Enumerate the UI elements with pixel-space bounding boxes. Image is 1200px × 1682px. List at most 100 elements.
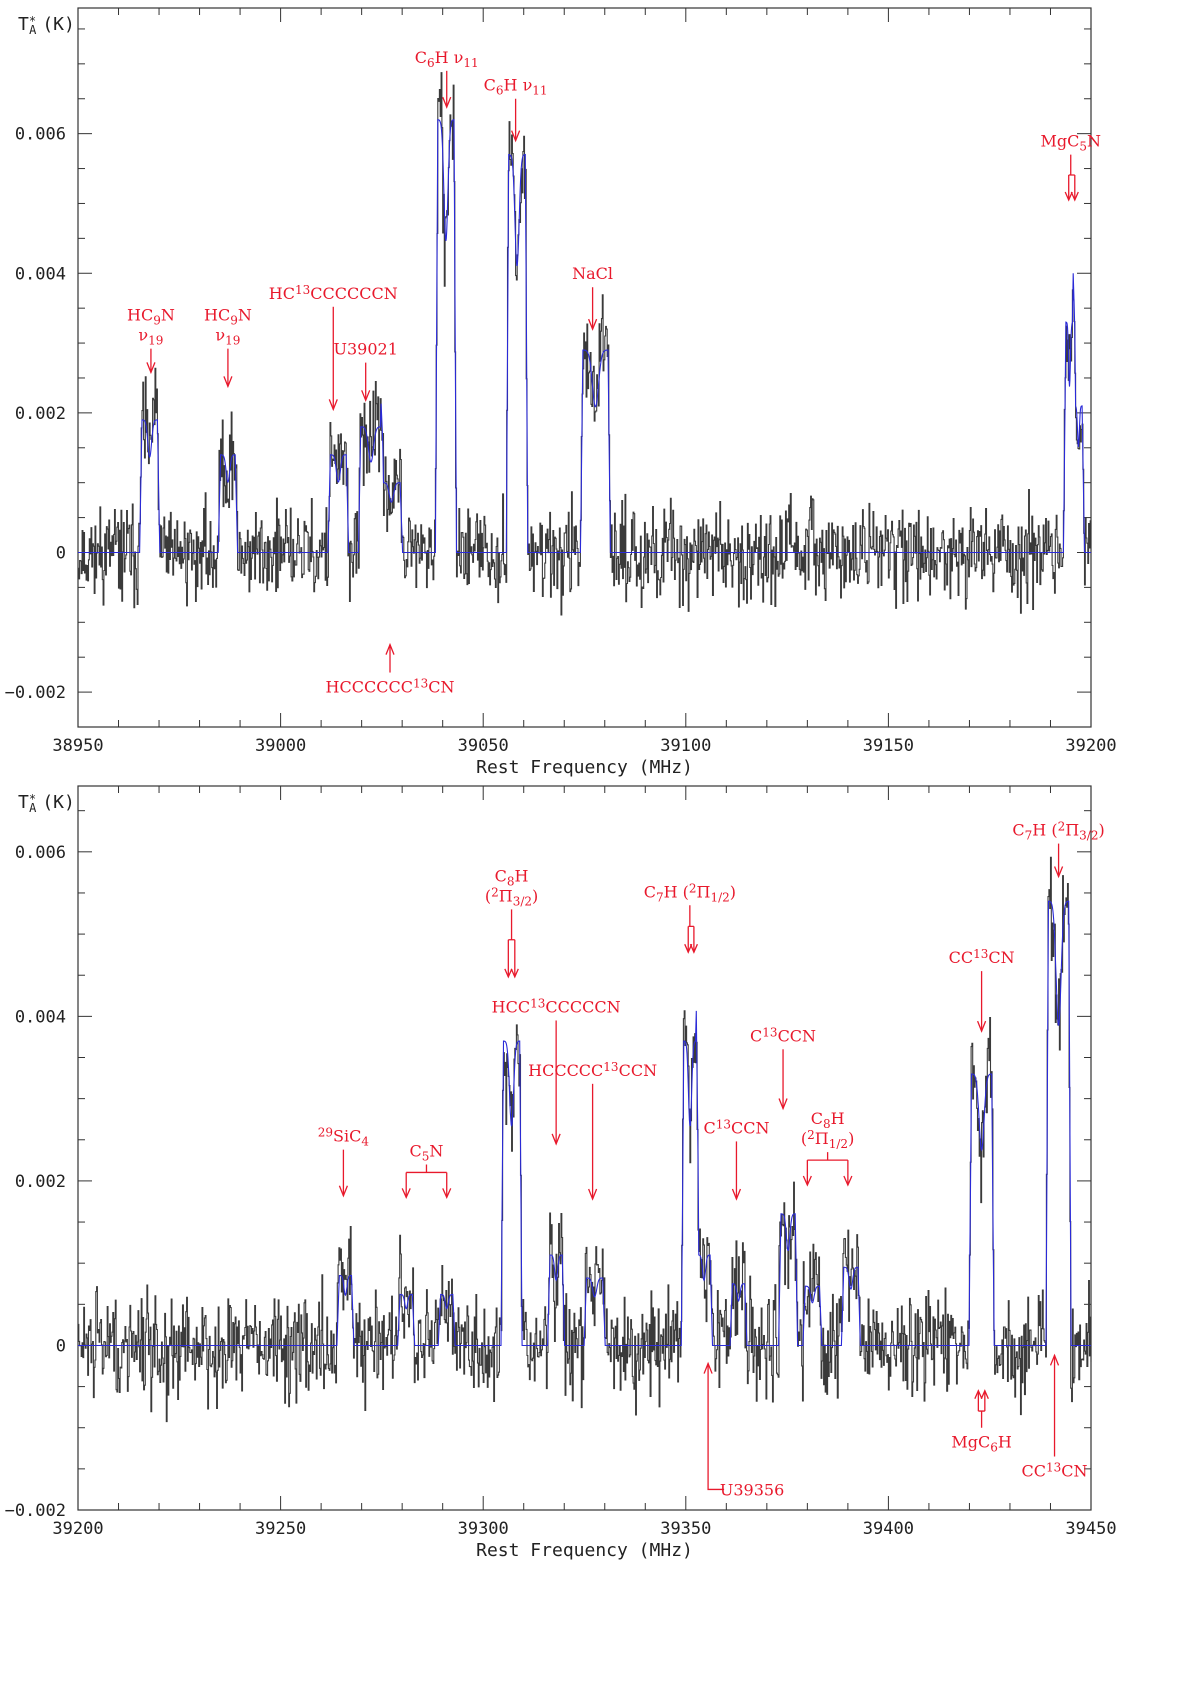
annotation-pair <box>977 1390 986 1428</box>
annotation-arrowhead <box>778 1098 788 1111</box>
annotation-label: ν19 <box>138 326 163 348</box>
y-tick-label: 0.004 <box>15 1007 66 1027</box>
annotation-label: (2Π3/2) <box>485 886 538 908</box>
annotation-arrowhead <box>510 968 519 979</box>
line-annotation: HCCCCCC13CN <box>326 642 455 697</box>
line-annotation: CC13CN <box>949 947 1015 1033</box>
annotation-bracket <box>405 1164 448 1198</box>
x-tick-label: 39350 <box>660 1519 711 1539</box>
y-axis-title: T* A (K) <box>18 14 75 37</box>
annotation-arrowhead <box>338 1185 349 1198</box>
annotation-label: HCC13CCCCCN <box>492 997 621 1017</box>
annotation-label: C7H (2Π3/2) <box>1012 820 1104 842</box>
model-fit-line <box>78 118 1091 554</box>
line-annotation: U39356 <box>703 1361 784 1499</box>
annotation-arrowhead <box>442 1188 452 1199</box>
line-annotation: C7H (2Π1/2) <box>644 881 736 954</box>
annotation-arrowhead <box>1070 191 1079 202</box>
annotation-label: C7H (2Π1/2) <box>644 881 736 903</box>
annotation-arrowhead <box>1053 866 1064 879</box>
y-tick-label: 0.006 <box>15 843 66 863</box>
line-annotation: U39021 <box>333 340 398 403</box>
annotation-arrowhead <box>401 1188 411 1199</box>
annotation-arrowhead <box>974 1389 983 1399</box>
annotation-label: C5N <box>410 1141 444 1163</box>
x-tick-label: 39000 <box>255 736 306 756</box>
line-annotation: C6H ν11 <box>484 76 548 143</box>
annotation-arrowhead <box>980 1389 989 1399</box>
annotation-arrowhead <box>976 1020 987 1033</box>
x-tick-label: 39400 <box>863 1519 914 1539</box>
annotation-label: (2Π1/2) <box>801 1128 854 1150</box>
annotation-label: CC13CN <box>1022 1461 1088 1481</box>
x-tick-label: 39150 <box>863 736 914 756</box>
line-annotation: HCC13CCCCCN <box>492 997 621 1146</box>
x-tick-label: 39300 <box>458 1519 509 1539</box>
annotation-label: HCCCCC13CCN <box>528 1060 657 1080</box>
line-annotation: C13CCN <box>750 1025 816 1111</box>
annotation-label: C8H <box>811 1109 845 1131</box>
x-tick-label: 38950 <box>52 736 103 756</box>
annotation-arrowhead <box>504 968 513 979</box>
annotation-arrowhead <box>703 1361 713 1374</box>
line-annotation: HCCCCC13CCN <box>528 1060 657 1201</box>
line-annotation: C8H(2Π1/2) <box>801 1109 854 1187</box>
y-tick-label: 0.006 <box>15 125 66 145</box>
line-annotation: MgC6H <box>951 1389 1012 1455</box>
annotation-label: C13CCN <box>703 1118 769 1138</box>
annotation-arrowhead <box>1049 1353 1060 1366</box>
annotation-label: C8H <box>495 866 529 888</box>
annotation-pair <box>507 909 516 977</box>
annotation-label: U39021 <box>333 340 397 359</box>
annotation-arrowhead <box>385 642 395 655</box>
x-tick-label: 39450 <box>1065 1519 1116 1539</box>
annotation-arrowhead <box>802 1175 812 1187</box>
annotation-arrowhead <box>442 96 452 109</box>
annotation-arrowhead <box>689 943 698 954</box>
line-annotation: HC13CCCCCCN <box>269 283 398 412</box>
x-tick-label: 39200 <box>52 1519 103 1539</box>
annotation-pair <box>687 905 695 953</box>
line-annotation: NaCl <box>572 264 613 331</box>
annotation-arrowhead <box>588 1188 598 1201</box>
annotation-bracket <box>806 1152 849 1186</box>
annotation-label: HC13CCCCCCN <box>269 283 398 303</box>
annotation-label: HC9N <box>127 306 175 328</box>
line-annotation: C5N <box>401 1141 452 1199</box>
y-tick-label: −0.002 <box>5 683 66 703</box>
annotation-arrowhead <box>511 130 521 143</box>
line-annotation: C13CCN <box>703 1118 769 1201</box>
top-spectrum-panel: 38950 39000 39050 39100 39150 39200 −0.002 0 0.0… <box>5 7 1117 778</box>
annotation-label: C6H ν11 <box>484 76 548 98</box>
annotation-label: U39356 <box>720 1480 784 1499</box>
y-tick-label: 0.002 <box>15 404 66 424</box>
y-axis-title: T* A (K) <box>18 792 75 815</box>
model-fit-line <box>78 900 1091 1347</box>
y-tick-label: 0.002 <box>15 1172 66 1192</box>
annotation-label: MgC6H <box>951 1433 1012 1455</box>
annotation-arrowhead <box>731 1188 742 1201</box>
line-annotation: MgC5N <box>1040 132 1101 202</box>
annotation-label: HCCCCCC13CN <box>326 677 455 697</box>
line-annotation: C8H(2Π3/2) <box>485 866 538 979</box>
plot-frame <box>77 785 1092 1511</box>
y-tick-label: 0.004 <box>15 264 66 284</box>
x-tick-label: 39200 <box>1065 736 1116 756</box>
x-axis-title: Rest Frequency (MHz) <box>476 757 693 778</box>
line-annotation: C7H (2Π3/2) <box>1012 820 1105 879</box>
annotation-arrowhead <box>684 943 693 954</box>
y-tick-label: 0 <box>56 543 66 563</box>
y-tick-label: 0 <box>56 1336 66 1356</box>
annotation-label: HC9N <box>204 306 252 328</box>
annotation-arrowhead <box>1064 191 1073 202</box>
annotation-label: MgC5N <box>1040 132 1101 154</box>
annotation-arrowhead <box>843 1175 853 1187</box>
x-tick-label: 39250 <box>255 1519 306 1539</box>
annotation-arrowhead <box>146 362 156 375</box>
line-annotation: C6H ν11 <box>415 48 479 109</box>
annotation-arrowhead <box>588 318 598 331</box>
annotation-pair <box>1068 154 1076 200</box>
x-axis-title: Rest Frequency (MHz) <box>476 1540 693 1561</box>
